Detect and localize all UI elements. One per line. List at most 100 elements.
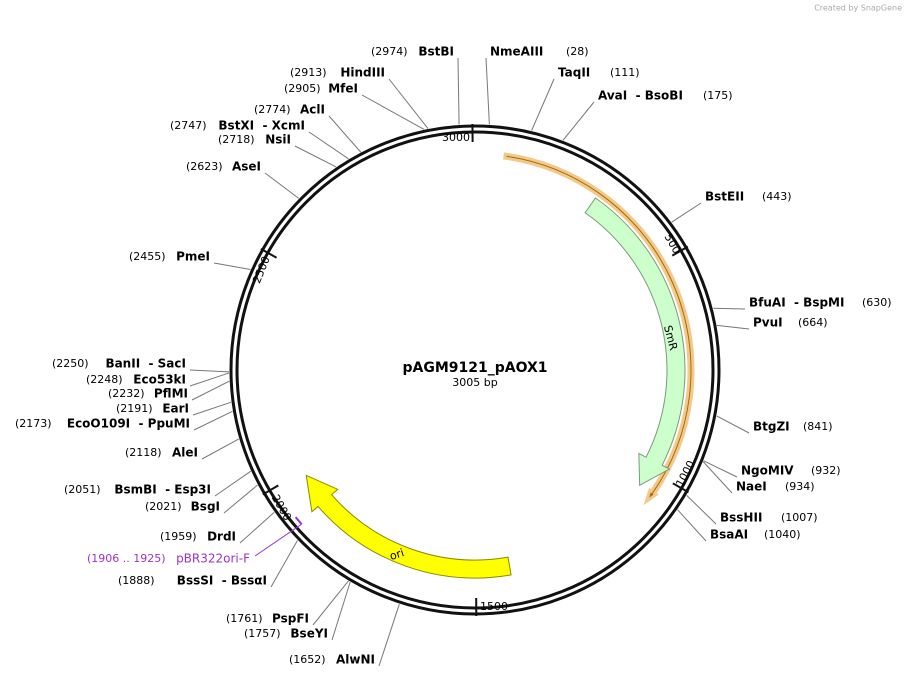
leader-line bbox=[485, 57, 490, 125]
site-position: (2051) bbox=[64, 483, 101, 496]
ring-inner bbox=[235, 130, 715, 610]
site-position: (2248) bbox=[86, 373, 123, 386]
feature-arrow bbox=[305, 474, 512, 579]
site-name: BfuAI - BspMI bbox=[749, 296, 844, 310]
site-name: NgoMIV bbox=[741, 464, 794, 478]
ring-tick-label: 3000 bbox=[442, 131, 470, 144]
primer-name: pBR322ori-F bbox=[176, 552, 250, 566]
leader-line bbox=[457, 57, 460, 125]
leader-line bbox=[562, 101, 595, 141]
site-position: (934) bbox=[785, 480, 815, 493]
leader-line bbox=[189, 369, 230, 373]
leader-line bbox=[264, 172, 300, 199]
credit: Created by SnapGene bbox=[814, 4, 902, 13]
leader-line bbox=[192, 401, 232, 416]
site-name: EarI bbox=[162, 402, 189, 416]
ring-tick bbox=[262, 484, 279, 496]
leader-line bbox=[677, 509, 707, 542]
site-position: (1761) bbox=[226, 612, 263, 625]
plasmid-title: pAGM9121_pAOX1 bbox=[402, 360, 547, 376]
site-position: (1888) bbox=[118, 574, 155, 587]
site-name: BsaAI bbox=[710, 528, 748, 542]
site-name: PvuI bbox=[753, 316, 783, 330]
leader-line bbox=[716, 324, 750, 330]
site-name: Eco53kI bbox=[133, 373, 186, 387]
leader-line bbox=[713, 307, 746, 310]
site-position: (28) bbox=[566, 45, 589, 58]
leader-line bbox=[214, 470, 252, 497]
site-position: (841) bbox=[803, 420, 833, 433]
site-name: AseI bbox=[232, 160, 261, 174]
site-name: BseYI bbox=[290, 627, 328, 641]
site-position: (1040) bbox=[764, 528, 801, 541]
leader-line bbox=[201, 438, 240, 460]
site-name: BstXI - XcmI bbox=[218, 119, 305, 133]
site-name: MfeI bbox=[328, 82, 358, 96]
leader-line bbox=[328, 115, 362, 153]
site-name: BstBI bbox=[418, 45, 454, 59]
ring-tick-label: 1000 bbox=[673, 458, 698, 489]
ring-tick-label: 1500 bbox=[480, 600, 508, 613]
site-position: (2250) bbox=[52, 357, 89, 370]
site-position: (2905) bbox=[284, 82, 321, 95]
site-position: (1959) bbox=[160, 530, 197, 543]
leader-line bbox=[686, 495, 717, 525]
feature-arrow bbox=[584, 197, 686, 487]
leader-line bbox=[702, 461, 733, 494]
site-name: BssSI - BssαI bbox=[177, 574, 267, 588]
site-name: BsmBI - Esp3I bbox=[114, 483, 211, 497]
site-name: HindIII bbox=[340, 66, 385, 80]
site-name: AleI bbox=[172, 446, 198, 460]
site-position: (2118) bbox=[125, 446, 162, 459]
leader-line bbox=[308, 131, 349, 160]
site-position: (1652) bbox=[289, 653, 326, 666]
ring-outer bbox=[229, 124, 721, 616]
site-name: AvaI - BsoBI bbox=[598, 89, 683, 103]
site-position: (175) bbox=[703, 89, 733, 102]
leader-line bbox=[671, 202, 702, 223]
site-name: NmeAIII bbox=[490, 45, 543, 59]
site-name: TaqII bbox=[558, 66, 590, 80]
leader-line bbox=[294, 145, 337, 168]
primer-arrow bbox=[503, 152, 695, 506]
site-name: BstEII bbox=[705, 190, 744, 204]
site-position: (2718) bbox=[218, 133, 255, 146]
leader-line bbox=[716, 415, 750, 434]
site-name: AclI bbox=[300, 103, 325, 117]
ring-tick bbox=[260, 247, 278, 259]
site-position: (1757) bbox=[244, 627, 281, 640]
site-position: (443) bbox=[762, 190, 792, 203]
site-position: (2974) bbox=[371, 45, 408, 58]
feature-label: SmR bbox=[661, 324, 680, 352]
ring-tick bbox=[672, 482, 689, 494]
site-name: PspFI bbox=[272, 612, 309, 626]
site-name: PflMI bbox=[154, 387, 188, 401]
leader-line bbox=[189, 372, 230, 387]
site-position: (2173) bbox=[15, 417, 52, 430]
primer-mark bbox=[294, 516, 303, 525]
site-name: DrdI bbox=[207, 530, 236, 544]
site-position: (1007) bbox=[781, 511, 818, 524]
site-position: (2913) bbox=[290, 66, 327, 79]
site-name: BsgI bbox=[191, 500, 220, 514]
leader-line bbox=[270, 540, 298, 588]
leader-line bbox=[703, 460, 738, 478]
leader-line bbox=[193, 410, 233, 431]
leader-line bbox=[388, 78, 429, 129]
leader-line bbox=[312, 580, 349, 626]
site-position: (630) bbox=[862, 296, 892, 309]
ring-tick-label: 2500 bbox=[250, 254, 273, 285]
leader-line bbox=[223, 484, 258, 514]
feature-label: ori bbox=[388, 546, 406, 563]
site-name: AlwNI bbox=[336, 653, 375, 667]
site-name: BssHII bbox=[720, 511, 762, 525]
site-name: NsiI bbox=[265, 133, 291, 147]
site-position: (2774) bbox=[254, 103, 291, 116]
site-position: (2021) bbox=[145, 500, 182, 513]
plasmid-size: 3005 bp bbox=[452, 376, 497, 389]
site-position: (2455) bbox=[129, 250, 166, 263]
site-name: BtgZI bbox=[753, 420, 790, 434]
site-position: (111) bbox=[610, 66, 640, 79]
leader-line bbox=[254, 523, 302, 557]
